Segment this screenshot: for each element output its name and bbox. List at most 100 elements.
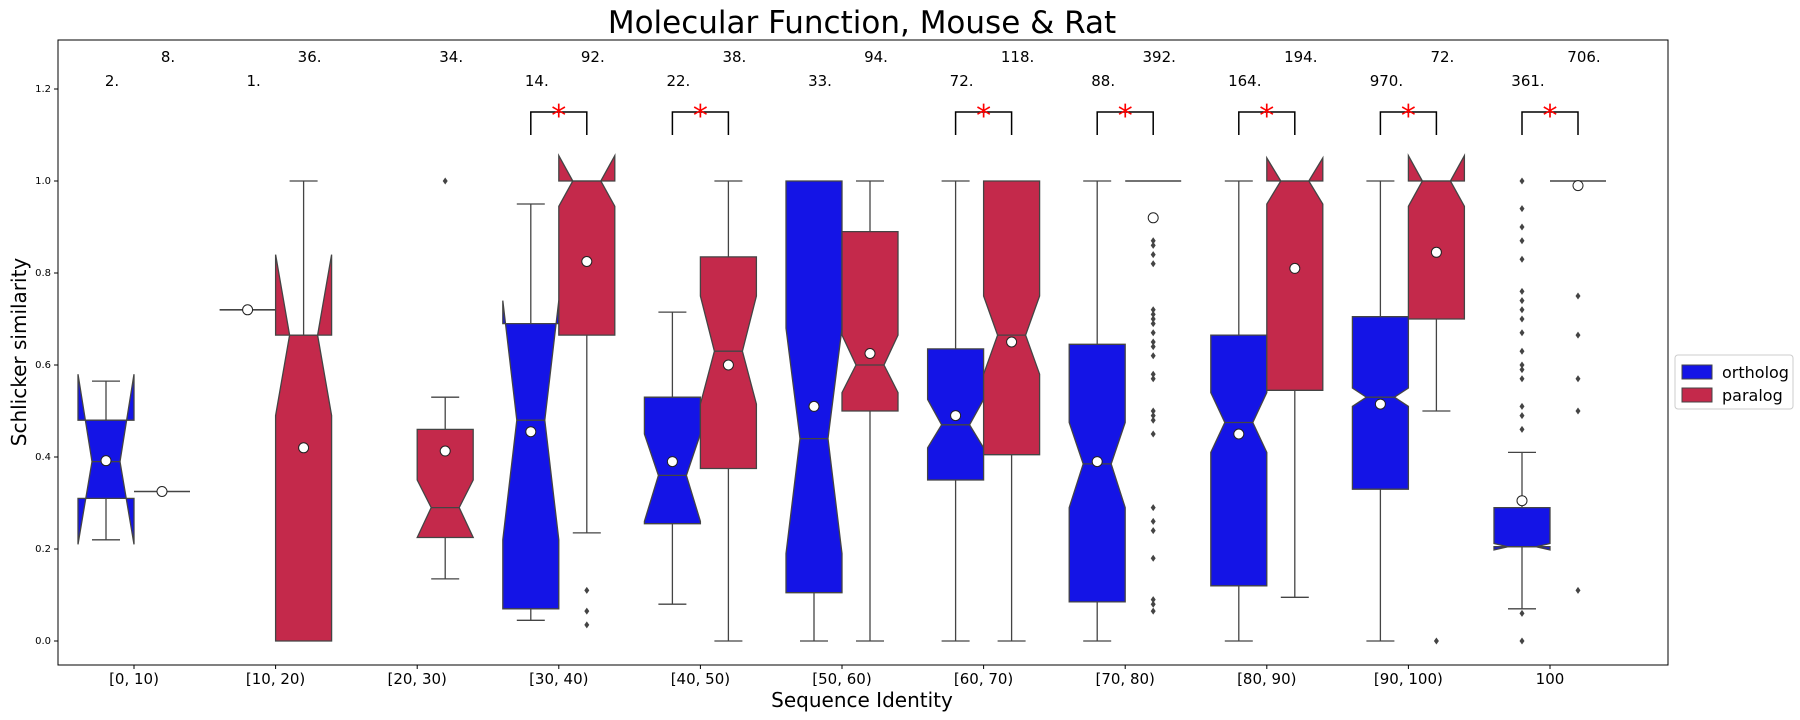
paralog-outlier-point bbox=[1150, 375, 1156, 383]
paralog-box bbox=[1407, 153, 1466, 320]
ortholog-outlier-point bbox=[1519, 255, 1525, 263]
paralog-outlier-point bbox=[1150, 352, 1156, 360]
ortholog-box-group bbox=[643, 311, 702, 605]
paralog-box-group bbox=[134, 486, 190, 497]
chart-title: Molecular Function, Mouse & Rat bbox=[608, 5, 1116, 41]
significance-bracket bbox=[530, 111, 588, 135]
ortholog-count-label: 14. bbox=[525, 72, 549, 90]
significance-bracket bbox=[1521, 111, 1579, 135]
paralog-outlier-point bbox=[1150, 251, 1156, 259]
paralog-count-label: 38. bbox=[722, 48, 746, 66]
ortholog-outlier-point bbox=[1519, 237, 1525, 245]
paralog-outlier-point bbox=[1150, 237, 1156, 245]
paralog-outlier-point bbox=[1150, 407, 1156, 415]
ortholog-outlier-point bbox=[1519, 609, 1525, 617]
paralog-box bbox=[1266, 155, 1324, 391]
paralog-count-label: 94. bbox=[864, 48, 888, 66]
legend-label-paralog: paralog bbox=[1722, 386, 1783, 405]
paralog-box bbox=[841, 230, 899, 412]
paralog-outlier-point bbox=[584, 621, 590, 629]
ortholog-box-group bbox=[1068, 180, 1126, 642]
y-tick-label: 0.8 bbox=[35, 268, 51, 279]
x-tick-label: [50, 60) bbox=[812, 670, 871, 688]
paralog-mean-marker bbox=[1289, 262, 1301, 274]
ortholog-box bbox=[1068, 343, 1126, 603]
ortholog-outlier-point bbox=[1519, 329, 1525, 337]
paralog-count-label: 36. bbox=[298, 48, 322, 66]
x-tick-label: [60, 70) bbox=[954, 670, 1013, 688]
paralog-mean-marker bbox=[298, 442, 310, 454]
ortholog-outlier-point bbox=[1519, 402, 1525, 410]
x-tick-label: [0, 10) bbox=[109, 670, 159, 688]
ortholog-mean-marker bbox=[666, 456, 678, 468]
legend-swatch-ortholog bbox=[1681, 364, 1713, 380]
paralog-outlier-point bbox=[1150, 320, 1156, 328]
paralog-outlier-point bbox=[1150, 260, 1156, 268]
x-tick-label: [30, 40) bbox=[529, 670, 588, 688]
paralog-outlier-point bbox=[1150, 241, 1156, 249]
significance-star: * bbox=[551, 99, 566, 134]
ortholog-box-group bbox=[77, 374, 135, 545]
paralog-outlier-point bbox=[584, 607, 590, 615]
paralog-outlier-point bbox=[1150, 504, 1156, 512]
x-tick-label: [40, 50) bbox=[671, 670, 730, 688]
ortholog-outlier-point bbox=[1519, 315, 1525, 323]
paralog-outlier-point bbox=[1150, 306, 1156, 314]
ortholog-box bbox=[785, 180, 843, 594]
ortholog-count-label: 970. bbox=[1370, 72, 1403, 90]
significance-star: * bbox=[1118, 99, 1133, 134]
paralog-box-group bbox=[841, 180, 899, 642]
paralog-mean-marker bbox=[156, 486, 168, 497]
paralog-outlier-point bbox=[1150, 430, 1156, 438]
x-tick-label: [80, 90) bbox=[1237, 670, 1296, 688]
x-tick-label: [70, 80) bbox=[1095, 670, 1154, 688]
ortholog-outlier-point bbox=[1519, 412, 1525, 420]
legend-swatch-paralog bbox=[1681, 387, 1713, 403]
paralog-mean-marker bbox=[1572, 180, 1584, 192]
ortholog-count-label: 164. bbox=[1228, 72, 1261, 90]
ortholog-outlier-point bbox=[1519, 425, 1525, 433]
paralog-outlier-point bbox=[1150, 517, 1156, 525]
ortholog-outlier-point bbox=[1519, 205, 1525, 213]
paralog-box-group bbox=[1550, 180, 1606, 594]
paralog-outlier-point bbox=[1150, 412, 1156, 420]
x-tick-label: [10, 20) bbox=[246, 670, 305, 688]
ortholog-mean-marker bbox=[242, 304, 254, 316]
ortholog-count-label: 33. bbox=[808, 72, 832, 90]
significance-bracket bbox=[671, 111, 730, 135]
paralog-box bbox=[416, 428, 475, 539]
significance-bracket bbox=[1238, 111, 1296, 135]
ortholog-mean-marker bbox=[1091, 456, 1103, 468]
y-tick-label: 0.6 bbox=[35, 360, 51, 371]
ortholog-outlier-point bbox=[1519, 177, 1525, 185]
paralog-mean-marker bbox=[722, 359, 734, 371]
paralog-box-group bbox=[558, 153, 616, 629]
y-tick-label: 0.0 bbox=[35, 636, 51, 647]
paralog-outlier-point bbox=[1575, 292, 1581, 300]
ortholog-box-group bbox=[926, 180, 985, 642]
significance-bracket bbox=[954, 111, 1013, 135]
y-tick-label: 0.2 bbox=[35, 544, 51, 555]
paralog-outlier-point bbox=[1575, 586, 1581, 594]
paralog-count-label: 194. bbox=[1284, 48, 1317, 66]
significance-star: * bbox=[976, 99, 991, 134]
ortholog-outlier-point bbox=[1519, 306, 1525, 314]
paralog-outlier-point bbox=[1150, 338, 1156, 346]
ortholog-box-group bbox=[1351, 180, 1410, 642]
paralog-box-group bbox=[1266, 155, 1324, 598]
paralog-count-label: 118. bbox=[1001, 48, 1034, 66]
ortholog-count-label: 22. bbox=[666, 72, 690, 90]
ortholog-outlier-point bbox=[1519, 361, 1525, 369]
legend: ortholog paralog bbox=[1674, 354, 1794, 410]
paralog-count-label: 8. bbox=[161, 48, 175, 66]
paralog-box-group bbox=[699, 180, 758, 642]
plot-area: 0.0 0.2 0.4 0.6 0.8 1.0 1.2 [0, 10) [10, 20) [20,… bbox=[35, 48, 1606, 688]
significance-bracket bbox=[1379, 111, 1438, 135]
ortholog-outlier-point bbox=[1519, 366, 1525, 374]
paralog-outlier-point bbox=[1150, 310, 1156, 318]
paralog-outlier-point bbox=[1150, 607, 1156, 615]
y-tick-label: 0.4 bbox=[35, 452, 51, 463]
ortholog-mean-marker bbox=[1516, 495, 1528, 507]
